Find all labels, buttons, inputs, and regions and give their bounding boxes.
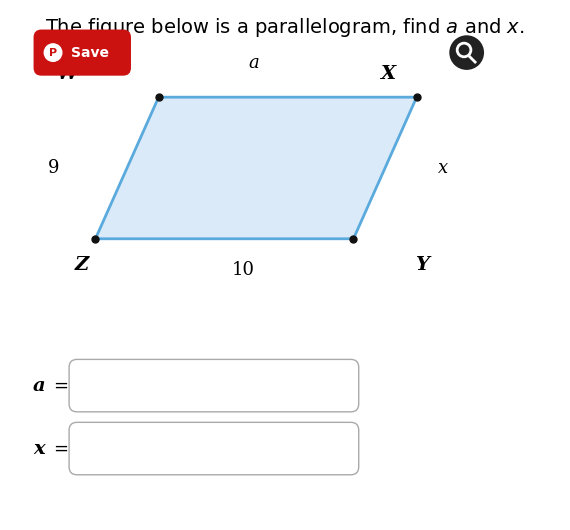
Circle shape — [43, 43, 63, 62]
Text: a: a — [248, 54, 259, 72]
Text: =: = — [54, 377, 68, 395]
FancyBboxPatch shape — [69, 359, 359, 412]
Text: Save: Save — [71, 46, 109, 59]
Circle shape — [449, 36, 484, 70]
Polygon shape — [95, 97, 417, 239]
Text: 9: 9 — [47, 159, 59, 177]
FancyBboxPatch shape — [69, 422, 359, 475]
Text: Z: Z — [75, 256, 89, 274]
Text: x: x — [438, 159, 448, 177]
Text: 10: 10 — [231, 261, 254, 279]
Text: a: a — [33, 377, 46, 395]
FancyBboxPatch shape — [34, 30, 131, 76]
Text: W: W — [55, 65, 78, 83]
Text: Y: Y — [415, 256, 429, 274]
Text: The figure below is a parallelogram, find $a$ and $x$.: The figure below is a parallelogram, fin… — [45, 16, 525, 39]
Text: x: x — [34, 439, 46, 457]
Text: =: = — [54, 439, 68, 457]
Text: X: X — [380, 65, 395, 83]
Text: P: P — [49, 48, 57, 58]
